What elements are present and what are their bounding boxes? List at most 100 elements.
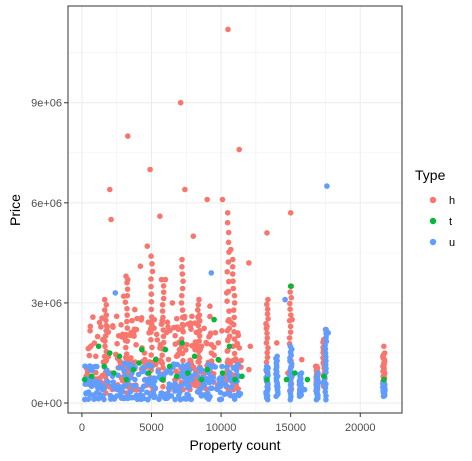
panel-border xyxy=(67,5,403,414)
point-h xyxy=(204,196,210,203)
point-u xyxy=(219,363,225,370)
point-u xyxy=(82,363,88,370)
point-h xyxy=(158,276,165,283)
point-h xyxy=(164,319,171,326)
point-t xyxy=(215,356,222,363)
point-t xyxy=(292,370,298,376)
point-h xyxy=(103,302,110,308)
point-h xyxy=(98,324,104,330)
point-u xyxy=(381,386,387,393)
point-h xyxy=(103,327,109,334)
point-h xyxy=(223,290,230,296)
point-h xyxy=(149,268,156,275)
point-u xyxy=(82,381,89,388)
point-t xyxy=(123,376,130,383)
point-u xyxy=(177,396,184,403)
point-h xyxy=(236,146,242,153)
point-u xyxy=(181,375,188,381)
point-t xyxy=(152,356,159,363)
point-h xyxy=(124,338,131,344)
point-h xyxy=(381,343,387,350)
point-h xyxy=(102,359,108,365)
point-h xyxy=(180,278,186,285)
point-h xyxy=(172,332,178,339)
point-t xyxy=(159,376,166,383)
point-u xyxy=(121,367,128,374)
point-u xyxy=(192,371,198,378)
point-h xyxy=(134,315,140,322)
point-u xyxy=(323,357,329,364)
point-h xyxy=(190,233,197,239)
point-u xyxy=(135,371,142,378)
point-u xyxy=(323,334,329,341)
point-u xyxy=(115,386,121,392)
point-h xyxy=(287,323,294,330)
point-t xyxy=(232,376,238,383)
point-h xyxy=(211,352,217,359)
point-h xyxy=(179,271,186,277)
point-t xyxy=(321,373,327,380)
point-h xyxy=(230,256,236,263)
point-h xyxy=(102,343,108,350)
point-h xyxy=(173,353,180,360)
point-h xyxy=(196,312,203,318)
point-h xyxy=(148,283,154,290)
point-u xyxy=(201,382,208,389)
point-h xyxy=(123,344,129,351)
point-h xyxy=(212,329,219,336)
point-u xyxy=(274,353,281,360)
point-h xyxy=(197,346,203,353)
point-u xyxy=(174,361,181,368)
point-u xyxy=(322,350,329,356)
point-h xyxy=(124,305,130,312)
point-u xyxy=(197,368,204,374)
point-h xyxy=(246,260,252,266)
point-u xyxy=(168,370,174,376)
point-u xyxy=(100,386,106,393)
point-t xyxy=(116,353,123,360)
point-h xyxy=(224,269,230,275)
point-u xyxy=(207,393,213,400)
point-h xyxy=(162,276,169,283)
point-h xyxy=(225,259,232,265)
point-h xyxy=(144,243,151,249)
point-h xyxy=(183,347,189,353)
point-u xyxy=(315,370,321,376)
point-h xyxy=(123,331,129,338)
point-h xyxy=(231,336,238,342)
point-h xyxy=(231,300,238,306)
point-u xyxy=(127,388,134,395)
point-h xyxy=(90,314,96,320)
point-u xyxy=(87,363,93,369)
point-h xyxy=(263,359,270,366)
point-h xyxy=(148,291,155,298)
point-u xyxy=(144,389,150,396)
point-u xyxy=(216,380,223,386)
point-h xyxy=(265,316,271,322)
point-h xyxy=(274,340,280,346)
point-h xyxy=(264,230,270,236)
point-u xyxy=(177,389,183,396)
point-h xyxy=(160,339,167,346)
point-h xyxy=(120,293,127,300)
point-u xyxy=(115,372,121,379)
point-h xyxy=(160,289,167,296)
point-h xyxy=(96,319,103,326)
point-h xyxy=(100,336,106,343)
point-t xyxy=(88,373,95,380)
point-h xyxy=(231,350,238,357)
point-h xyxy=(107,186,113,193)
point-h xyxy=(187,357,193,364)
point-u xyxy=(147,362,154,369)
point-h xyxy=(286,335,293,341)
point-u xyxy=(95,385,101,392)
point-h xyxy=(230,307,237,313)
legend-label-h: h xyxy=(449,195,455,207)
point-u xyxy=(185,385,191,391)
point-h xyxy=(94,333,101,340)
point-u xyxy=(282,296,288,303)
point-h xyxy=(226,278,232,285)
point-h xyxy=(224,337,231,344)
point-h xyxy=(124,318,130,325)
